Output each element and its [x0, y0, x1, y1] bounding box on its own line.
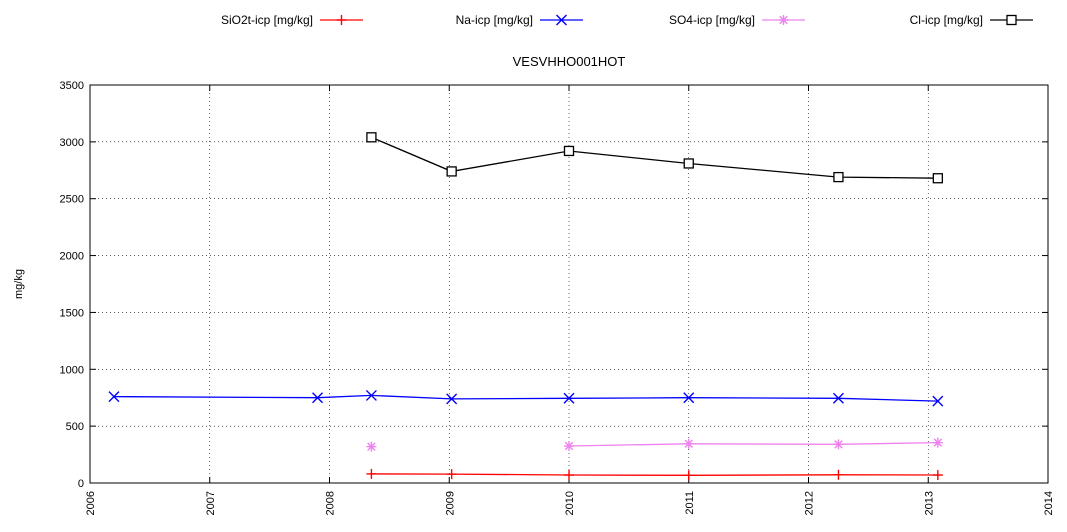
y-tick-label: 2500 [60, 194, 84, 206]
x-tick-label: 2012 [804, 491, 816, 515]
x-tick-label: 2011 [684, 491, 696, 515]
series-group [108, 132, 944, 481]
series-2 [366, 437, 943, 452]
y-tick-label: 3000 [60, 137, 84, 149]
y-tick-label: 0 [78, 478, 84, 490]
legend-entry: Cl-icp [mg/kg] [910, 13, 1033, 27]
data-point [564, 470, 574, 481]
series-line [371, 473, 938, 476]
legend-entry: SO4-icp [mg/kg] [669, 13, 805, 27]
data-point [683, 438, 694, 449]
data-point [446, 393, 458, 405]
series-0 [366, 468, 943, 481]
data-point [446, 469, 457, 480]
y-tick-label: 1500 [60, 307, 84, 319]
data-point [683, 470, 694, 481]
chart-title: VESVHHO001HOT [513, 54, 626, 69]
series-line [371, 136, 938, 179]
x-tick-label: 2007 [205, 491, 217, 515]
legend: SiO2t-icp [mg/kg] Na-icp [mg/kg] SO4-icp [… [221, 13, 1033, 27]
legend-marker [556, 14, 567, 26]
series-line [568, 441, 938, 447]
legend-label: Cl-icp [mg/kg] [910, 13, 983, 27]
x-axis: 2006 2007 2008 2009 2010 2011 2012 2013 2014 [85, 85, 1055, 515]
data-point [683, 392, 695, 404]
data-point [366, 132, 377, 143]
y-tick-label: 3500 [60, 80, 84, 92]
grid [90, 85, 1048, 483]
legend-label: SiO2t-icp [mg/kg] [221, 13, 313, 27]
data-point [563, 392, 575, 404]
x-tick-label: 2006 [85, 491, 97, 515]
data-point [833, 469, 844, 480]
y-tick-label: 500 [66, 421, 84, 433]
x-tick-label: 2009 [444, 491, 456, 515]
data-point [108, 391, 120, 403]
x-tick-label: 2014 [1043, 491, 1055, 515]
legend-label: SO4-icp [mg/kg] [669, 13, 755, 27]
data-point [563, 145, 575, 157]
data-point [366, 441, 377, 452]
data-point [932, 395, 944, 407]
data-point [564, 441, 574, 452]
legend-entry: Na-icp [mg/kg] [456, 13, 583, 27]
data-point [365, 389, 377, 401]
data-point [932, 437, 943, 448]
x-tick-label: 2010 [564, 491, 576, 515]
y-tick-label: 2000 [60, 251, 84, 263]
y-axis-label: mg/kg [13, 269, 25, 299]
plot-frame [89, 84, 1049, 484]
y-tick-label: 1000 [60, 364, 84, 376]
x-tick-label: 2008 [325, 491, 337, 515]
legend-entry: SiO2t-icp [mg/kg] [221, 13, 363, 27]
data-point [446, 166, 457, 177]
y-axis: 0 500 1000 1500 2000 2500 3000 3500 [60, 80, 1048, 490]
series-3 [366, 132, 943, 184]
data-point [833, 439, 844, 450]
legend-marker [336, 15, 347, 25]
legend-marker [1006, 14, 1017, 26]
data-point [366, 468, 377, 479]
data-point [932, 173, 943, 184]
legend-marker [778, 15, 789, 25]
data-point [312, 392, 324, 404]
legend-label: Na-icp [mg/kg] [456, 13, 533, 27]
series-line [113, 394, 938, 402]
data-point [833, 171, 844, 183]
data-point [683, 158, 694, 169]
data-point [932, 470, 943, 481]
data-point [832, 392, 844, 404]
x-tick-label: 2013 [923, 491, 935, 515]
series-1 [108, 389, 944, 407]
